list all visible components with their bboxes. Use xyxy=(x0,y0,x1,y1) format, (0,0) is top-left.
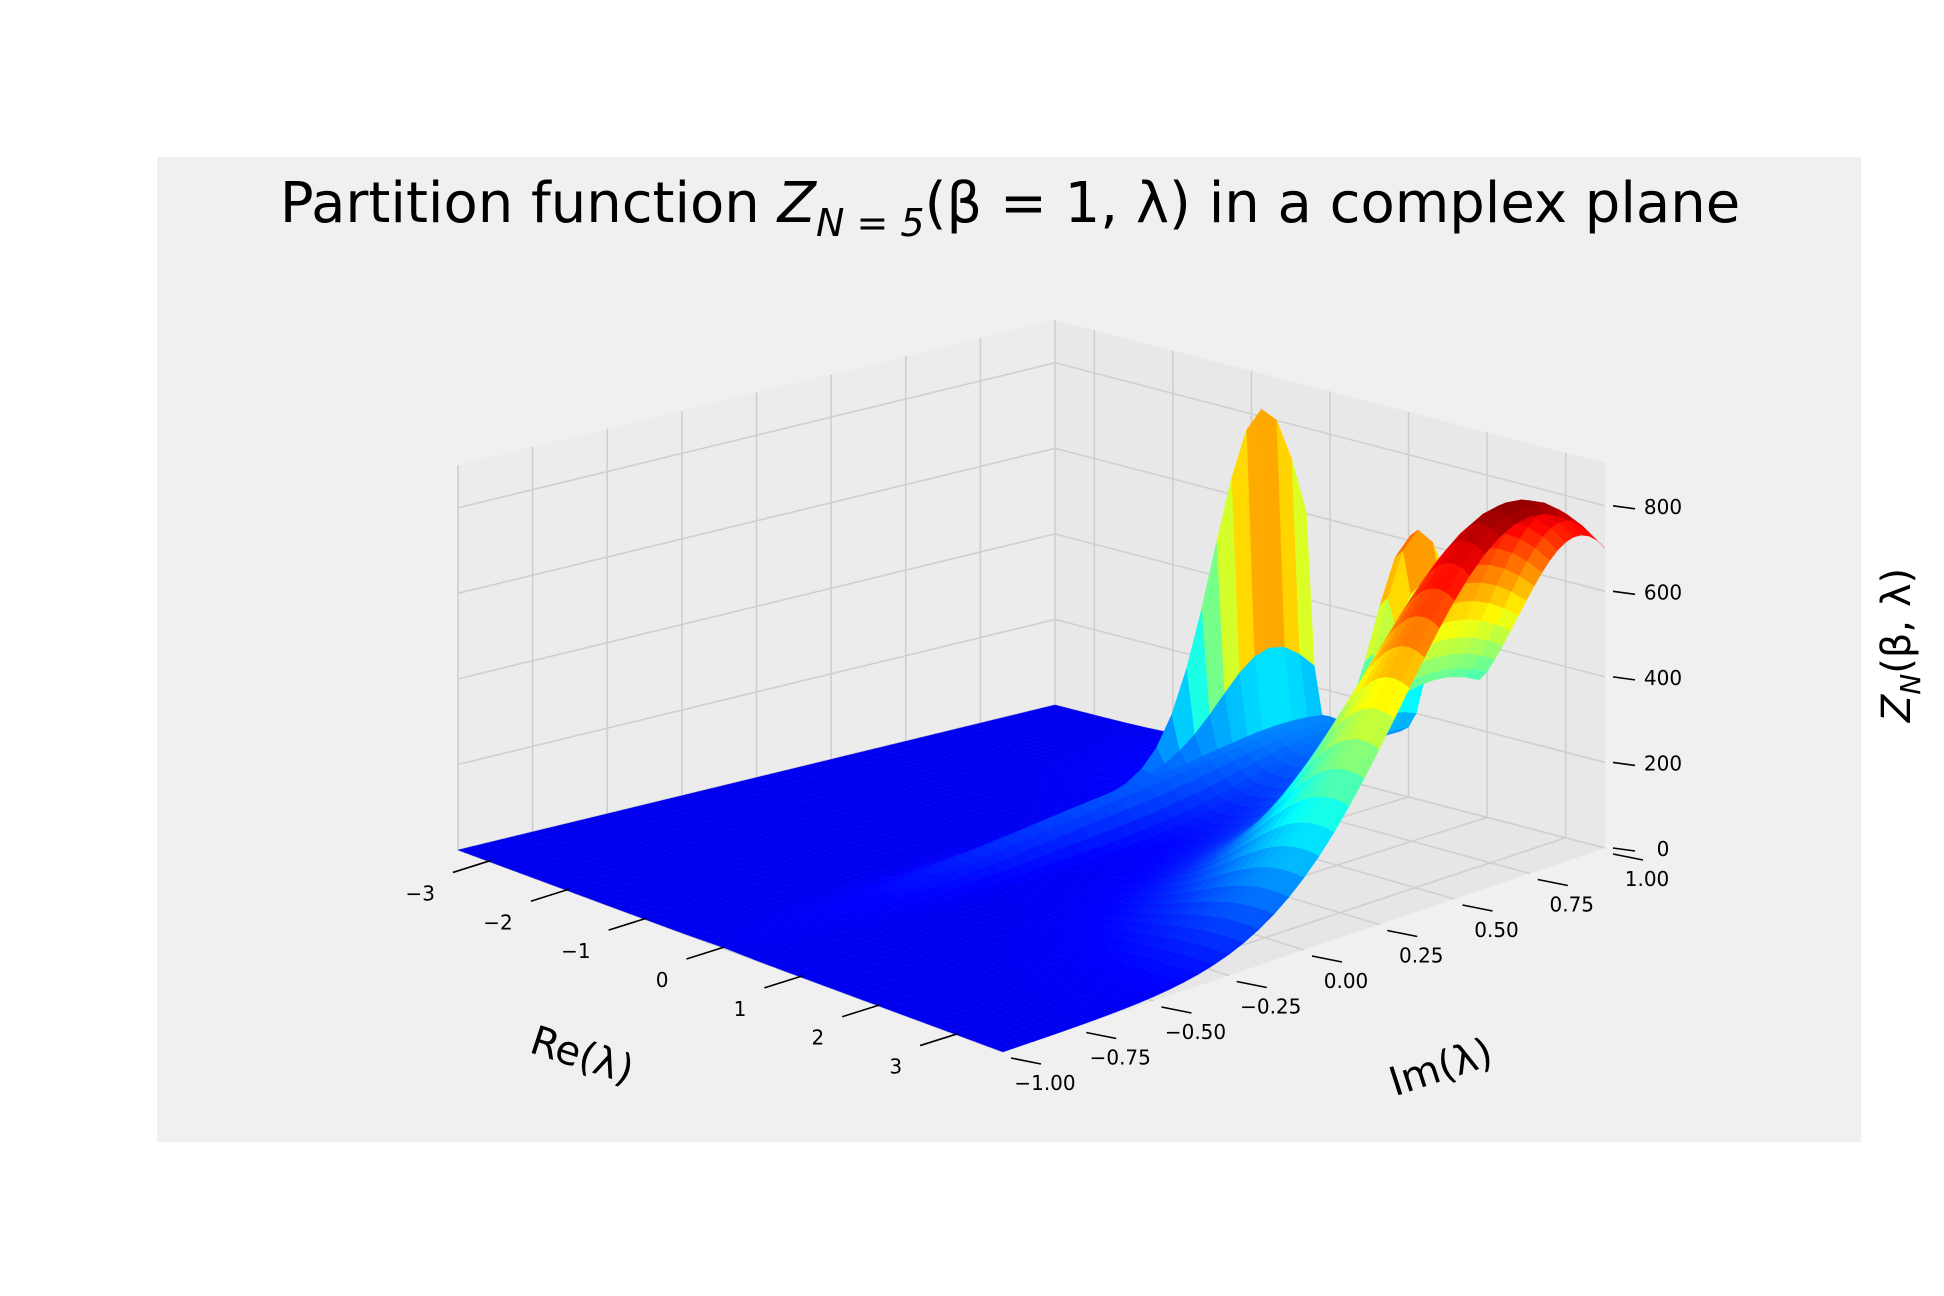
y-axis-tick-label: 1.00 xyxy=(1625,867,1670,891)
x-axis-tick xyxy=(530,888,570,903)
x-axis-tick xyxy=(919,1032,959,1047)
x-axis-tick xyxy=(764,975,803,989)
y-axis-tick xyxy=(1161,1006,1192,1014)
y-axis-tick xyxy=(1010,1057,1042,1065)
y-axis-label: Im(λ) xyxy=(1384,1029,1499,1105)
x-axis-label: Re(λ) xyxy=(525,1017,640,1093)
y-axis-tick xyxy=(1462,904,1493,912)
x-axis-tick xyxy=(686,946,725,960)
y-axis-tick-label: 0.25 xyxy=(1399,944,1444,968)
y-axis-tick-label: 0.75 xyxy=(1549,893,1594,917)
axis-ticks: −3 −2 −1 0 1 2 3 −1.00 −0.75 −0.50 −0.25 0.00 0.25 0.… xyxy=(405,495,1682,1095)
z-axis-tick-label: 400 xyxy=(1644,666,1682,690)
grid-line-z xyxy=(457,361,1606,509)
y-axis-tick-label: −0.50 xyxy=(1165,1020,1226,1044)
x-axis-tick xyxy=(452,859,492,874)
z-axis-tick xyxy=(1612,590,1636,596)
x-axis-tick-label: 3 xyxy=(889,1055,902,1079)
z-axis-label: ZN(β, λ) xyxy=(1874,568,1927,723)
y-axis-tick xyxy=(1387,929,1418,938)
y-axis-tick-label: −0.75 xyxy=(1090,1046,1151,1070)
z-axis-tick-label: 0 xyxy=(1657,837,1670,861)
chart-title: Partition function ZN = 5(β = 1, λ) in a… xyxy=(280,171,1740,245)
z-axis-tick xyxy=(1612,761,1636,767)
x-axis-tick-label: 0 xyxy=(656,968,669,992)
y-axis-tick-label: 0.00 xyxy=(1324,969,1369,993)
x-axis-tick-label: 2 xyxy=(811,1026,824,1050)
x-axis-tick-label: −2 xyxy=(483,910,512,934)
y-axis-tick xyxy=(1086,1031,1117,1040)
y-axis-tick xyxy=(1236,980,1267,989)
y-axis-tick-label: −1.00 xyxy=(1014,1071,1075,1095)
z-axis-tick-label: 600 xyxy=(1644,580,1682,604)
z-axis-tick-label: 800 xyxy=(1644,495,1682,519)
x-axis-tick xyxy=(841,1003,881,1018)
surface-facet xyxy=(994,1043,1019,1053)
y-axis-tick xyxy=(1612,853,1644,861)
z-axis-tick xyxy=(1612,847,1636,852)
grid-line-z xyxy=(457,618,1606,766)
x-axis-tick-label: 1 xyxy=(734,997,747,1021)
x-axis-tick xyxy=(608,917,647,931)
z-axis-tick xyxy=(1612,504,1636,510)
x-axis-tick-label: −3 xyxy=(405,881,434,905)
surface-mesh xyxy=(456,408,1606,1053)
y-axis-tick-label: −0.25 xyxy=(1240,995,1301,1019)
z-axis-tick-label: 200 xyxy=(1644,751,1682,775)
y-axis-tick xyxy=(1537,878,1568,887)
x-axis-tick-label: −1 xyxy=(561,939,590,963)
axis-labels: Re(λ) Im(λ) ZN(β, λ) xyxy=(525,568,1927,1106)
y-axis-tick xyxy=(1311,955,1343,963)
z-axis-tick xyxy=(1612,676,1636,681)
y-axis-tick-label: 0.50 xyxy=(1474,918,1519,942)
